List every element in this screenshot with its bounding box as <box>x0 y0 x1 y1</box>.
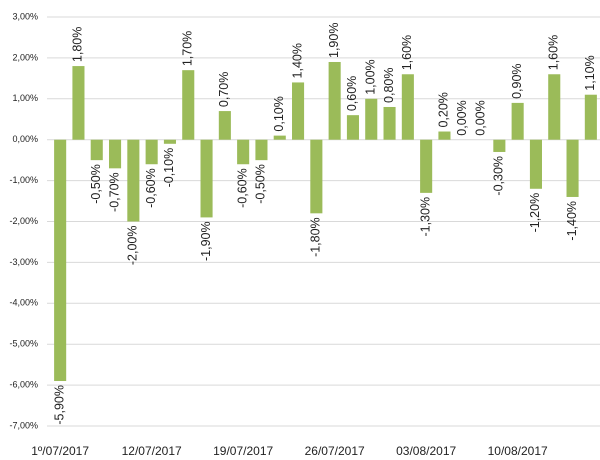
bar <box>237 139 250 165</box>
bar <box>90 139 103 161</box>
bar <box>401 74 414 140</box>
value-label: -0,60% <box>144 168 158 208</box>
y-tick-label: 1,00% <box>12 93 38 103</box>
value-label: -0,50% <box>254 164 268 204</box>
x-tick-label: 03/08/2017 <box>396 444 456 458</box>
bar <box>163 139 176 144</box>
y-tick-label: -6,00% <box>9 379 38 389</box>
y-tick-label: -5,00% <box>9 339 38 349</box>
bar <box>566 139 579 197</box>
y-tick-label: -7,00% <box>9 420 38 430</box>
bar <box>292 82 305 140</box>
value-label: 0,80% <box>382 68 396 103</box>
value-label: -1,20% <box>528 193 542 233</box>
x-tick-label: 10/08/2017 <box>488 444 548 458</box>
value-label: 1,90% <box>327 23 341 58</box>
value-label: 0,70% <box>217 72 231 107</box>
bar <box>72 66 85 140</box>
bar <box>200 139 213 218</box>
value-label: -0,70% <box>107 172 121 212</box>
bar <box>529 139 542 189</box>
y-tick-label: 3,00% <box>12 11 38 21</box>
value-label: -1,90% <box>199 221 213 261</box>
value-label: -0,30% <box>492 156 506 196</box>
bar <box>182 70 195 140</box>
value-label: 0,10% <box>272 96 286 131</box>
value-label: 0,60% <box>345 76 359 111</box>
bar <box>328 61 341 140</box>
bar <box>365 98 378 140</box>
bar <box>54 139 67 382</box>
value-label: -0,10% <box>162 148 176 188</box>
bar <box>584 94 597 140</box>
value-label: 1,80% <box>71 27 85 62</box>
bar <box>109 139 122 169</box>
x-tick-label: 12/07/2017 <box>122 444 182 458</box>
bar <box>255 139 268 161</box>
value-label: 1,40% <box>290 43 304 78</box>
value-label: 1,60% <box>400 35 414 70</box>
x-tick-label: 19/07/2017 <box>213 444 273 458</box>
value-label: 1,60% <box>547 35 561 70</box>
value-label: -1,40% <box>565 201 579 241</box>
value-label: -0,50% <box>89 164 103 204</box>
value-label: 0,00% <box>473 100 487 135</box>
value-label: 1,70% <box>181 31 195 66</box>
y-tick-label: -4,00% <box>9 298 38 308</box>
bar <box>145 139 158 165</box>
bar <box>420 139 433 193</box>
y-tick-label: 0,00% <box>12 134 38 144</box>
y-tick-label: -1,00% <box>9 175 38 185</box>
value-label: -5,90% <box>52 385 66 425</box>
value-label: 0,20% <box>437 92 451 127</box>
value-label: -0,60% <box>235 168 249 208</box>
value-label: -1,30% <box>418 197 432 237</box>
bar <box>127 139 140 222</box>
bar <box>218 111 231 140</box>
value-label: 1,10% <box>583 55 597 90</box>
bar <box>511 102 524 140</box>
bar <box>273 135 286 140</box>
y-tick-label: -3,00% <box>9 257 38 267</box>
value-label: 0,90% <box>510 63 524 98</box>
bar <box>383 106 396 140</box>
value-label: -1,80% <box>309 217 323 257</box>
x-tick-label: 26/07/2017 <box>305 444 365 458</box>
bar <box>493 139 506 152</box>
y-tick-label: 2,00% <box>12 52 38 62</box>
value-label: 1,00% <box>364 59 378 94</box>
y-tick-label: -2,00% <box>9 216 38 226</box>
bar <box>310 139 323 214</box>
x-tick-label: 1º/07/2017 <box>31 444 89 458</box>
value-label: -2,00% <box>126 226 140 266</box>
bar <box>548 74 561 140</box>
bar <box>346 115 359 140</box>
value-label: 0,00% <box>455 100 469 135</box>
bar <box>438 131 451 140</box>
